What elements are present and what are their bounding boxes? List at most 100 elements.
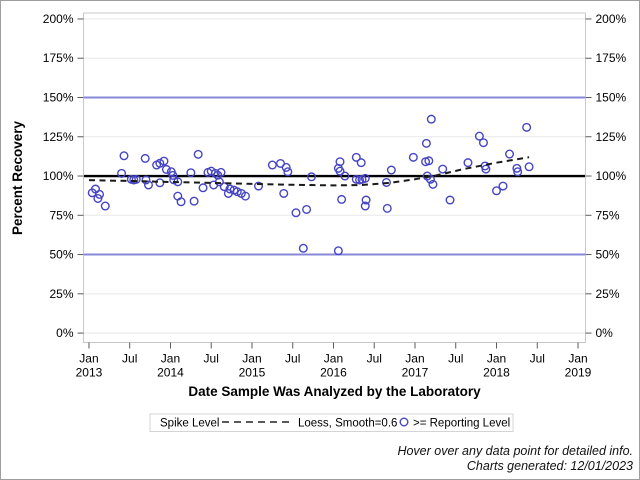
data-point[interactable] bbox=[524, 162, 534, 172]
x-tick-label: Jul bbox=[367, 352, 382, 366]
data-point[interactable] bbox=[481, 164, 491, 174]
x-tick-label: Jul bbox=[530, 352, 545, 366]
data-point[interactable] bbox=[386, 165, 396, 175]
data-point[interactable] bbox=[424, 156, 434, 166]
y-tick-label-right: 75% bbox=[596, 208, 620, 222]
data-point[interactable] bbox=[240, 191, 250, 201]
y-tick-label-left: 75% bbox=[49, 208, 73, 222]
data-point[interactable] bbox=[131, 174, 141, 184]
plot-area-border bbox=[83, 12, 586, 343]
legend-points-label: >= Reporting Level bbox=[413, 418, 510, 430]
x-tick-label: Jan bbox=[405, 352, 424, 366]
data-point[interactable] bbox=[438, 164, 448, 174]
loess-curve bbox=[88, 156, 530, 187]
y-tick-label-right: 150% bbox=[596, 90, 627, 104]
data-point[interactable] bbox=[498, 181, 508, 191]
data-point[interactable] bbox=[491, 186, 501, 196]
data-point[interactable] bbox=[426, 114, 436, 124]
x-tick-label: Jul bbox=[285, 352, 300, 366]
data-point[interactable] bbox=[298, 243, 308, 253]
legend-marker-sample-icon bbox=[399, 417, 409, 427]
data-point[interactable] bbox=[210, 168, 220, 178]
data-point[interactable] bbox=[219, 182, 229, 192]
data-point[interactable] bbox=[382, 203, 392, 213]
data-point[interactable] bbox=[306, 172, 316, 182]
y-tick-label-left: 150% bbox=[43, 90, 74, 104]
x-tick-label: Jan bbox=[242, 352, 261, 366]
data-point[interactable] bbox=[186, 168, 196, 178]
data-point[interactable] bbox=[425, 174, 435, 184]
data-point[interactable] bbox=[351, 174, 361, 184]
data-point[interactable] bbox=[216, 167, 226, 177]
data-point[interactable] bbox=[281, 162, 291, 172]
data-point[interactable] bbox=[117, 168, 127, 178]
data-point[interactable] bbox=[474, 131, 484, 141]
data-point[interactable] bbox=[140, 153, 150, 163]
y-tick-label-right: 125% bbox=[596, 130, 627, 144]
data-point[interactable] bbox=[463, 158, 473, 168]
data-point[interactable] bbox=[333, 246, 343, 256]
data-point[interactable] bbox=[421, 138, 431, 148]
data-point[interactable] bbox=[189, 196, 199, 206]
data-point[interactable] bbox=[198, 183, 208, 193]
data-point[interactable] bbox=[505, 149, 515, 159]
data-point[interactable] bbox=[360, 173, 370, 183]
data-point[interactable] bbox=[193, 149, 203, 159]
data-point[interactable] bbox=[168, 170, 178, 180]
x-tick-year-label: 2019 bbox=[565, 366, 592, 380]
data-point[interactable] bbox=[100, 201, 110, 211]
data-point[interactable] bbox=[335, 157, 345, 167]
data-point[interactable] bbox=[93, 193, 103, 203]
x-tick-year-label: 2017 bbox=[402, 366, 429, 380]
y-tick-label-right: 50% bbox=[596, 248, 620, 262]
x-tick-label: Jan bbox=[487, 352, 506, 366]
data-point[interactable] bbox=[360, 201, 370, 211]
data-point[interactable] bbox=[428, 179, 438, 189]
data-point[interactable] bbox=[408, 152, 418, 162]
data-point[interactable] bbox=[513, 167, 523, 177]
data-point[interactable] bbox=[283, 167, 293, 177]
y-tick-label-right: 0% bbox=[596, 326, 614, 340]
y-tick-label-left: 25% bbox=[49, 287, 73, 301]
data-point[interactable] bbox=[291, 208, 301, 218]
data-point[interactable] bbox=[95, 189, 105, 199]
data-point[interactable] bbox=[267, 160, 277, 170]
x-tick-label: Jul bbox=[122, 352, 137, 366]
data-point[interactable] bbox=[361, 195, 371, 205]
data-point[interactable] bbox=[232, 187, 242, 197]
data-point[interactable] bbox=[351, 152, 361, 162]
data-point[interactable] bbox=[161, 164, 171, 174]
y-tick-label-left: 125% bbox=[43, 130, 74, 144]
data-point[interactable] bbox=[445, 195, 455, 205]
data-point[interactable] bbox=[143, 180, 153, 190]
data-point[interactable] bbox=[253, 181, 263, 191]
data-point[interactable] bbox=[176, 197, 186, 207]
data-point[interactable] bbox=[512, 163, 522, 173]
data-point[interactable] bbox=[141, 175, 151, 185]
data-point[interactable] bbox=[522, 122, 532, 132]
data-point[interactable] bbox=[356, 158, 366, 168]
data-point[interactable] bbox=[337, 194, 347, 204]
y-axis-ticks-right: 0% 25% 50% 75% 100% 125% 150% 175% 200% bbox=[585, 12, 627, 340]
footer-generated-date: Charts generated: 12/01/2023 bbox=[467, 459, 633, 473]
x-tick-label: Jan bbox=[161, 352, 180, 366]
data-point[interactable] bbox=[335, 166, 345, 176]
x-tick-year-label: 2016 bbox=[320, 366, 347, 380]
data-point[interactable] bbox=[478, 138, 488, 148]
data-point[interactable] bbox=[159, 156, 169, 166]
x-tick-label: Jan bbox=[568, 352, 587, 366]
data-point[interactable] bbox=[302, 204, 312, 214]
data-point[interactable] bbox=[381, 177, 391, 187]
data-point[interactable] bbox=[214, 177, 224, 187]
legend-loess-label: Loess, Smooth=0.6 bbox=[298, 418, 397, 430]
data-point[interactable] bbox=[119, 151, 129, 161]
data-point[interactable] bbox=[340, 171, 350, 181]
x-tick-label: Jul bbox=[204, 352, 219, 366]
footer-hover-note: Hover over any data point for detailed i… bbox=[397, 444, 633, 458]
data-point[interactable] bbox=[279, 188, 289, 198]
y-tick-label-right: 25% bbox=[596, 287, 620, 301]
y-tick-label-left: 200% bbox=[43, 12, 74, 26]
